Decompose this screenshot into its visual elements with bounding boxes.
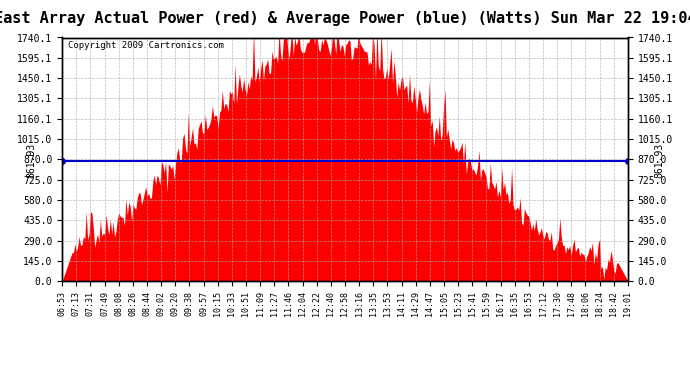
Text: 861.93: 861.93 [654, 143, 664, 178]
Text: East Array Actual Power (red) & Average Power (blue) (Watts) Sun Mar 22 19:04: East Array Actual Power (red) & Average … [0, 11, 690, 26]
Text: 861.93: 861.93 [26, 143, 36, 178]
Text: Copyright 2009 Cartronics.com: Copyright 2009 Cartronics.com [68, 41, 224, 50]
